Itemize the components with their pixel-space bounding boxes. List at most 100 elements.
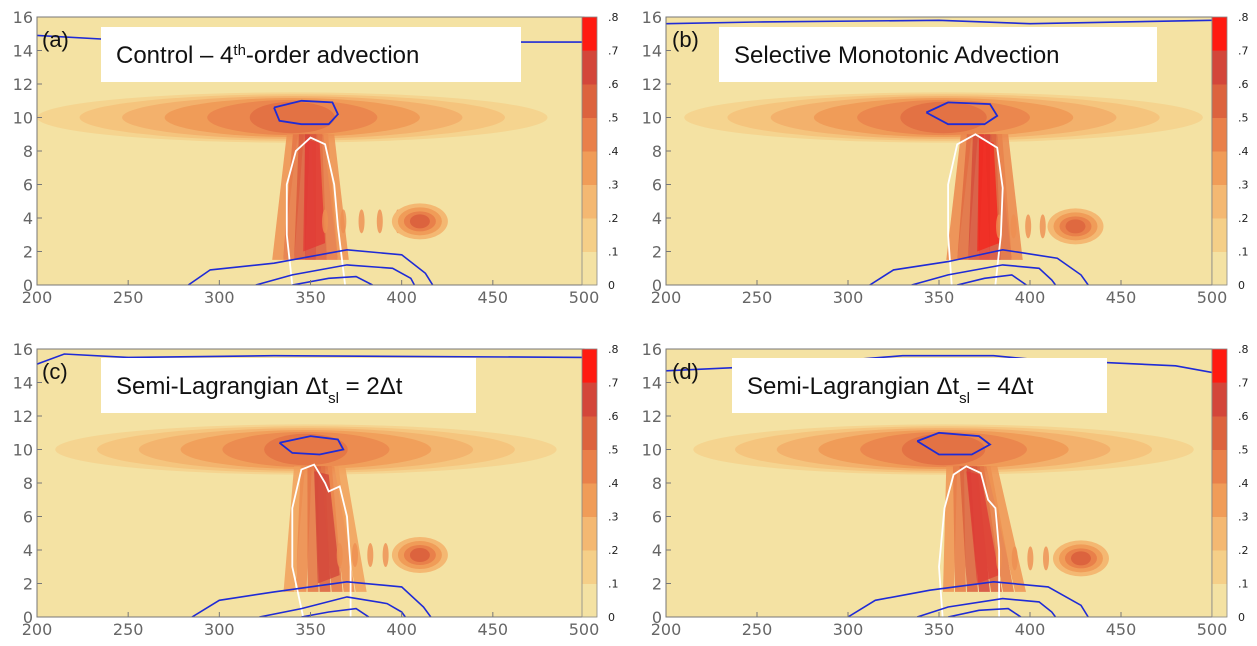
y-tick-label: 16 [642,8,662,27]
y-tick-label: 12 [642,75,662,94]
shear-streak [367,543,374,568]
shear-streak [1043,546,1050,571]
colorbar-tick-label: .4 [608,145,619,158]
colorbar-band-top [582,349,597,383]
y-tick-label: 8 [652,142,662,161]
colorbar-tick-label: .8 [608,343,619,356]
colorbar-tick-label: .3 [1238,511,1249,524]
colorbar-band [1212,218,1227,252]
x-tick-label: 250 [113,620,144,639]
x-tick-label: 450 [478,288,509,307]
colorbar-tick-label: .3 [608,511,619,524]
blue-contour-anvil [916,431,992,456]
shear-streak [336,543,343,568]
colorbar-band [582,483,597,517]
colorbar-band [582,117,597,152]
x-tick-label: 450 [478,620,509,639]
x-tick-label: 250 [742,620,773,639]
colorbar-tick-label: 0 [608,279,615,292]
precip-blob-level [1070,551,1091,566]
panel-title-box [719,27,1157,82]
blue-contour-anvil [278,435,345,456]
y-tick-label: 2 [23,575,33,594]
x-tick-label: 350 [924,288,955,307]
white-contour [947,133,1004,285]
y-tick-label: 2 [652,575,662,594]
shear-streak [1027,546,1034,571]
white-contour [285,136,346,285]
y-tick-label: 12 [13,407,33,426]
colorbar-band-top [1212,349,1227,383]
precip-blob-level [409,214,430,229]
colorbar-tick-label: .2 [1238,212,1249,225]
x-tick-label: 200 [22,288,53,307]
colorbar-frame [581,348,598,618]
y-tick-label: 2 [23,243,33,262]
blue-contour-anvil [273,99,339,126]
panel-title: Selective Monotonic Advection [734,42,1060,69]
blue-contour-surface-2 [916,597,1057,617]
colorbar-band [1212,251,1227,286]
x-tick-label: 500 [569,288,600,307]
anvil-contour-level [901,433,986,466]
shaded-field [666,19,1212,285]
colorbar-tick-label: .1 [608,578,619,591]
y-tick-label: 12 [642,407,662,426]
colorbar-band [1212,184,1227,219]
colorbar-tick-label: 0 [1238,279,1245,292]
colorbar-tick-label: .3 [1238,179,1249,192]
updraft-streak [327,466,355,592]
colorbar: 0 .1 .2 .3 .4 .5 .6 .7 .8 [581,343,619,624]
colorbar: 0 .1 .2 .3 .4 .5 .6 .7 .8 [1211,343,1249,624]
colorbar-band [1212,516,1227,551]
colorbar-tick-label: .6 [608,78,619,91]
x-tick-label: 400 [386,288,417,307]
colorbar-tick-label: .6 [608,410,619,423]
shear-streak [358,209,365,234]
y-tick-label: 8 [23,474,33,493]
colorbar-band [1212,416,1227,450]
colorbar-tick-label: .3 [608,179,619,192]
colorbar-band [582,550,597,584]
blue-contour-top-edge [37,353,584,365]
colorbar-tick-label: .2 [608,212,619,225]
blue-contour-surface-1 [187,248,434,285]
y-tick-label: 6 [23,176,33,195]
shaded-field [37,34,584,285]
colorbar-tick-label: 0 [1238,611,1245,624]
panel-letter: (d) [672,359,699,384]
blue-contour-surface-2 [259,596,406,617]
x-tick-label: 400 [386,620,417,639]
blue-contour-anvil [925,101,999,126]
x-tick-label: 300 [204,620,235,639]
colorbar-tick-label: .7 [608,45,619,58]
colorbar-band [582,151,597,185]
y-tick-label: 14 [642,42,662,61]
x-tick-label: 300 [833,288,864,307]
y-tick-label: 10 [642,109,662,128]
colorbar-tick-label: .1 [608,246,619,259]
x-tick-label: 200 [651,620,682,639]
blue-contour-surface-3 [947,607,1022,617]
colorbar-band [1212,550,1227,584]
colorbar-tick-label: .5 [608,112,619,125]
y-tick-label: 10 [642,441,662,460]
y-tick-label: 6 [652,176,662,195]
x-tick-label: 500 [1197,620,1228,639]
panel-a: 200 250 300 350 400 450 500 0 2 4 6 8 10 12 14 16 0 .1 .2.… [13,8,619,307]
colorbar-band [582,516,597,551]
x-tick-label: 450 [1106,288,1137,307]
colorbar-band [582,251,597,286]
colorbar-band [582,583,597,618]
panel-d: 200 250 300 350 400 450 500 0 2 4 6 8 10 12 14 16 0 .1 .2.… [642,340,1249,639]
blue-contour-surface-3 [301,607,370,617]
colorbar-tick-label: .5 [1238,112,1249,125]
y-tick-label: 16 [642,340,662,359]
colorbar-band [1212,50,1227,85]
colorbar-band-top [1212,17,1227,51]
colorbar-band [582,50,597,85]
colorbar-band [1212,449,1227,484]
colorbar-tick-label: .5 [608,444,619,457]
x-tick-label: 400 [1015,620,1046,639]
